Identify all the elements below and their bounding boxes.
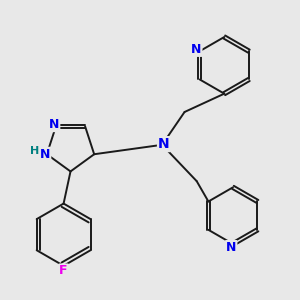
Text: N: N [40, 148, 50, 161]
Text: H: H [30, 146, 39, 156]
Text: N: N [191, 43, 202, 56]
Text: N: N [49, 118, 59, 131]
Text: N: N [226, 241, 236, 254]
Text: F: F [59, 265, 68, 278]
Text: N: N [158, 137, 169, 151]
